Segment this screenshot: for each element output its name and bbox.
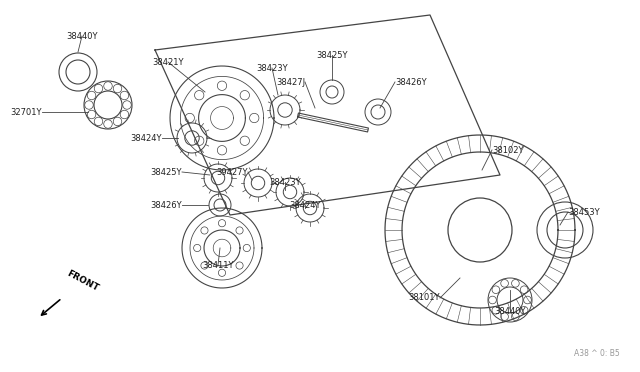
Text: FRONT: FRONT xyxy=(65,269,100,293)
Text: 38425Y: 38425Y xyxy=(316,51,348,60)
Text: 32701Y: 32701Y xyxy=(10,108,42,116)
Text: 38426Y: 38426Y xyxy=(150,201,182,209)
Text: 38423Y: 38423Y xyxy=(269,177,301,186)
Text: 38101Y: 38101Y xyxy=(408,294,440,302)
Text: 38440Y: 38440Y xyxy=(67,32,98,41)
Text: 38421Y: 38421Y xyxy=(152,58,184,67)
Text: 38426Y: 38426Y xyxy=(395,77,427,87)
Text: 39427Y: 39427Y xyxy=(216,167,248,176)
Text: 38427J: 38427J xyxy=(276,77,305,87)
Text: 38424Y: 38424Y xyxy=(289,201,321,209)
Text: 38423Y: 38423Y xyxy=(256,64,288,73)
Text: 38453Y: 38453Y xyxy=(568,208,600,217)
Text: 38411Y: 38411Y xyxy=(202,260,234,269)
Text: 38440Y: 38440Y xyxy=(494,308,525,317)
Text: 38425Y: 38425Y xyxy=(150,167,182,176)
Text: 38424Y: 38424Y xyxy=(131,134,162,142)
Text: 38102Y: 38102Y xyxy=(492,145,524,154)
Text: A38 ^ 0: B5: A38 ^ 0: B5 xyxy=(574,349,620,358)
